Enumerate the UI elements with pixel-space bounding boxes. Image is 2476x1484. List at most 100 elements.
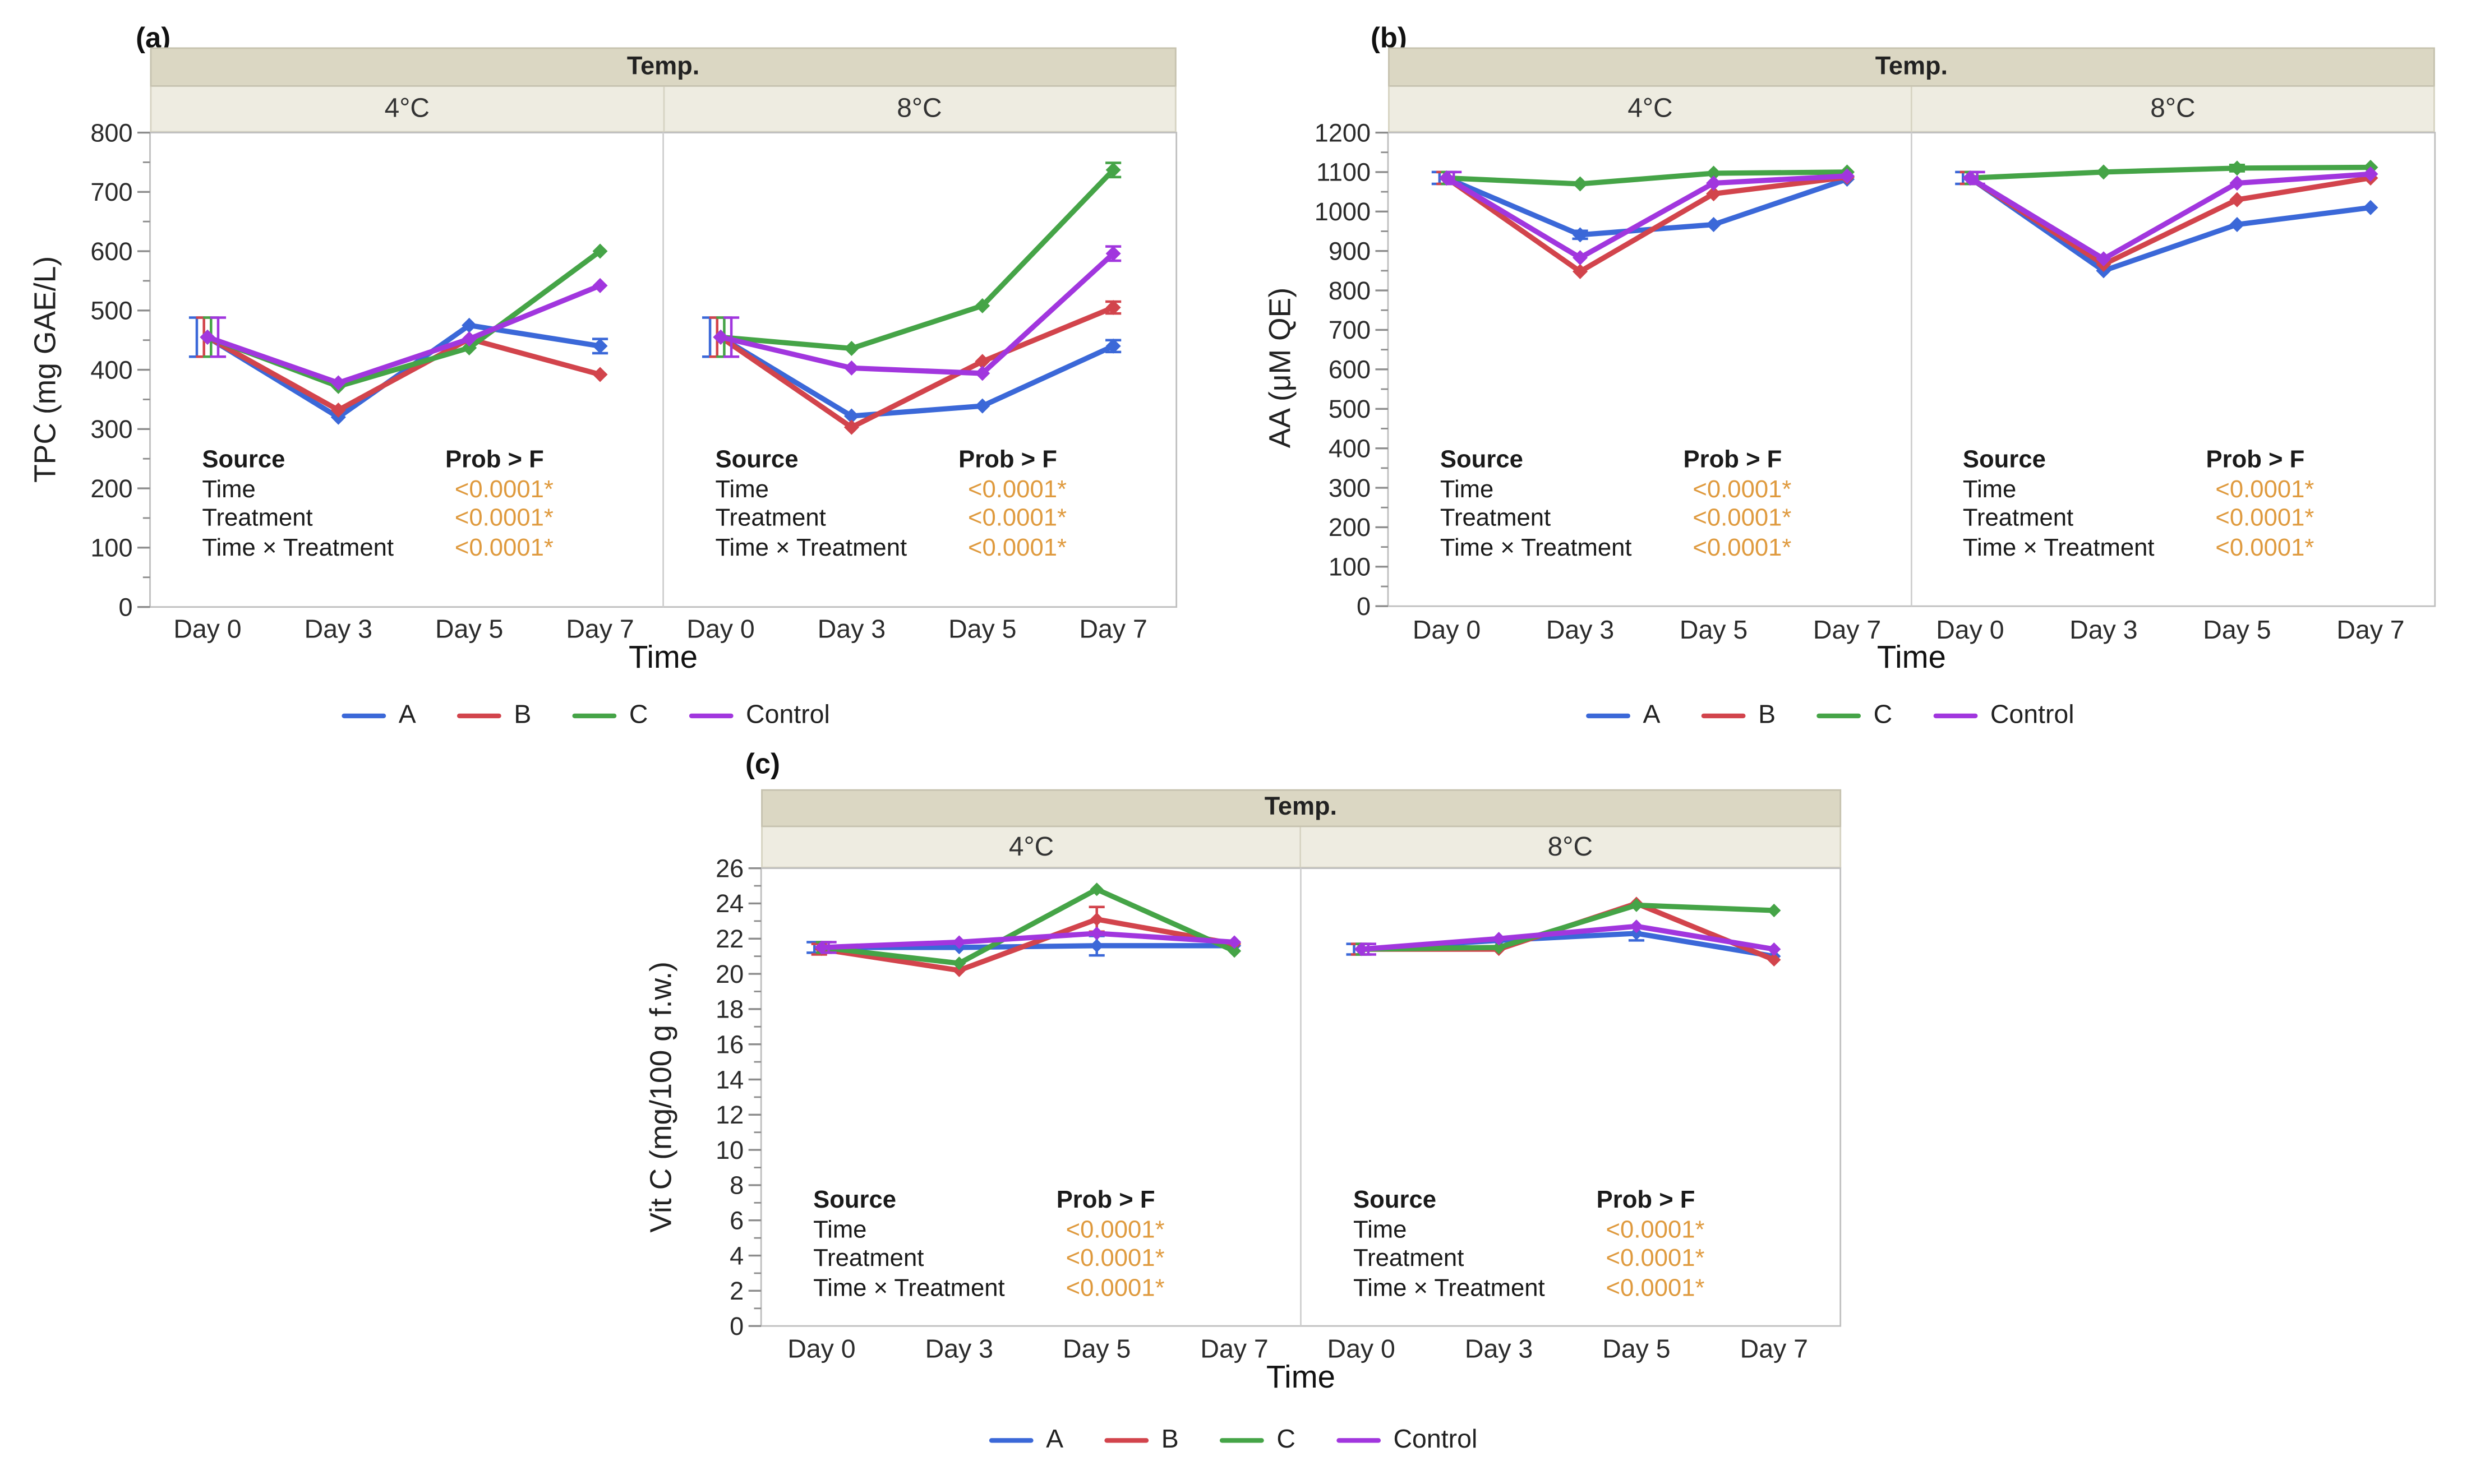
line-B <box>1967 174 2373 266</box>
y-tick-label: 0 <box>730 1312 744 1340</box>
marker-B <box>1354 942 1368 956</box>
marker-C <box>2363 159 2378 174</box>
series-Control-8°C <box>1962 165 2378 266</box>
marker-Control <box>975 366 990 381</box>
series-C-4°C <box>1439 163 1855 191</box>
marker-Control <box>1105 246 1121 261</box>
marker-Control <box>1354 942 1368 956</box>
plot-border <box>760 867 1842 1327</box>
y-tick-label: 24 <box>716 889 744 918</box>
marker-A <box>1439 169 1455 185</box>
marker-Control <box>713 329 728 345</box>
marker-B <box>592 367 608 382</box>
y-tick-label: 26 <box>716 854 744 882</box>
y-tick-label: 12 <box>716 1101 744 1129</box>
panel-b-stats-4c: Source Prob > F Time <0.0001* Treatment <0.00… <box>1440 447 1791 564</box>
series-B-4°C <box>196 316 608 418</box>
marker-Control <box>1439 169 1455 185</box>
marker-B <box>713 329 728 345</box>
marker-B <box>1839 169 1855 184</box>
stats-source: Time × Treatment <box>813 1275 1005 1302</box>
marker-C <box>1492 940 1506 955</box>
x-tick-label: Day 7 <box>1740 1334 1808 1363</box>
legend-swatch-a <box>1586 713 1630 719</box>
line-C <box>1967 164 2373 180</box>
panel-a-facet-labels: 4°C 8°C <box>150 86 1177 133</box>
marker-B <box>1573 263 1588 279</box>
stats-source: Treatment <box>1440 505 1551 533</box>
stats-prob-value: <0.0001* <box>1606 1246 1705 1273</box>
x-tick-label: Day 0 <box>686 614 754 644</box>
stats-header-prob: Prob > F <box>2206 446 2305 474</box>
series-A-8°C <box>702 316 1122 424</box>
legend-label: B <box>1161 1425 1179 1454</box>
line-C <box>205 248 603 389</box>
y-tick-label: 400 <box>90 355 132 384</box>
marker-C <box>1767 903 1781 918</box>
stats-prob-value: <0.0001* <box>1606 1275 1705 1302</box>
line-B <box>819 917 1237 973</box>
x-tick-label: Day 7 <box>2336 614 2404 644</box>
marker-C <box>1839 163 1855 179</box>
marker-C <box>1090 882 1104 896</box>
marker-B <box>1706 185 1722 201</box>
marker-C <box>1573 175 1588 191</box>
stats-source: Time <box>1440 476 1494 503</box>
marker-Control <box>330 375 346 391</box>
legend-swatch-c <box>1816 713 1861 719</box>
x-tick-label: Day 0 <box>1327 1334 1395 1363</box>
panel-b-plot: 0 100 200 300 400 500 600 700 800 900 1000 1100 1200… <box>1315 118 2436 644</box>
marker-A <box>843 408 859 424</box>
stats-source: Treatment <box>202 505 313 533</box>
marker-C <box>592 243 608 259</box>
y-tick-label: 14 <box>716 1065 744 1094</box>
marker-A <box>462 317 477 333</box>
panel-b-tag: (b) <box>1371 22 1407 54</box>
stats-source: Time <box>202 476 256 503</box>
panel-a-tag: (a) <box>136 22 171 54</box>
series-C-8°C <box>1354 898 1781 956</box>
x-tick-label: Day 0 <box>1413 614 1481 644</box>
stats-source: Time <box>1353 1216 1407 1243</box>
marker-Control <box>1767 942 1781 956</box>
y-tick-label: 300 <box>1329 473 1371 501</box>
marker-C <box>952 956 966 970</box>
y-tick-label: 1000 <box>1315 197 1371 225</box>
temp-header-label: Temp. <box>626 53 700 80</box>
line-C <box>819 886 1237 966</box>
y-tick-label: 500 <box>1329 394 1371 423</box>
panel-b-facet-label-4c: 4°C <box>1387 86 1912 132</box>
x-tick-label: Day 7 <box>1813 614 1881 644</box>
x-tick-label: Day 3 <box>1465 1334 1533 1363</box>
marker-A <box>1090 939 1104 953</box>
x-tick-label: Day 3 <box>925 1334 993 1363</box>
legend-label: A <box>398 701 416 729</box>
line-A <box>819 943 1237 950</box>
marker-C <box>975 298 990 313</box>
legend-item-control: Control <box>689 701 830 731</box>
marker-Control <box>200 329 215 345</box>
legend-swatch-b <box>1701 713 1746 719</box>
y-tick-label: 900 <box>1329 236 1371 265</box>
legend-label: A <box>1643 701 1661 729</box>
marker-A <box>1105 338 1121 354</box>
stats-source: Time × Treatment <box>1353 1275 1545 1302</box>
stats-prob-value: <0.0001* <box>1066 1216 1165 1243</box>
temp-header-label: Temp. <box>1264 794 1338 821</box>
marker-B <box>1962 169 1978 185</box>
stats-header-prob: Prob > F <box>445 446 544 474</box>
stats-header-prob: Prob > F <box>958 446 1057 474</box>
y-tick-label: 1100 <box>1316 157 1371 186</box>
y-tick-label: 100 <box>1329 552 1371 580</box>
marker-A <box>952 940 966 955</box>
series-A-8°C <box>1346 925 1781 963</box>
y-tick-label: 16 <box>716 1030 744 1058</box>
line-B <box>205 334 603 413</box>
marker-A <box>975 398 990 414</box>
marker-A <box>814 940 829 955</box>
marker-B <box>843 419 859 435</box>
marker-C <box>330 378 346 394</box>
legend-swatch-control <box>689 713 734 719</box>
